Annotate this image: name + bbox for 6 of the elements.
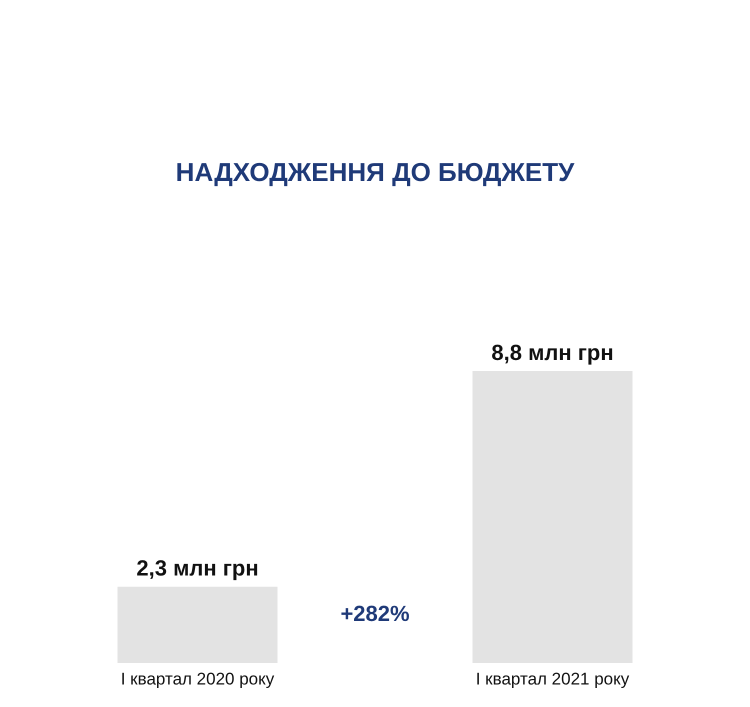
data-label: 2,3 млн грн	[136, 556, 259, 581]
annotation: +282%	[340, 600, 410, 626]
data-label: 8,8 млн грн	[491, 340, 614, 366]
x-tick-label: I квартал 2020 року	[120, 670, 275, 688]
chart-title: НАДХОДЖЕННЯ ДО БЮДЖЕТУ	[176, 157, 576, 187]
x-tick-label: I квартал 2021 року	[476, 670, 630, 688]
